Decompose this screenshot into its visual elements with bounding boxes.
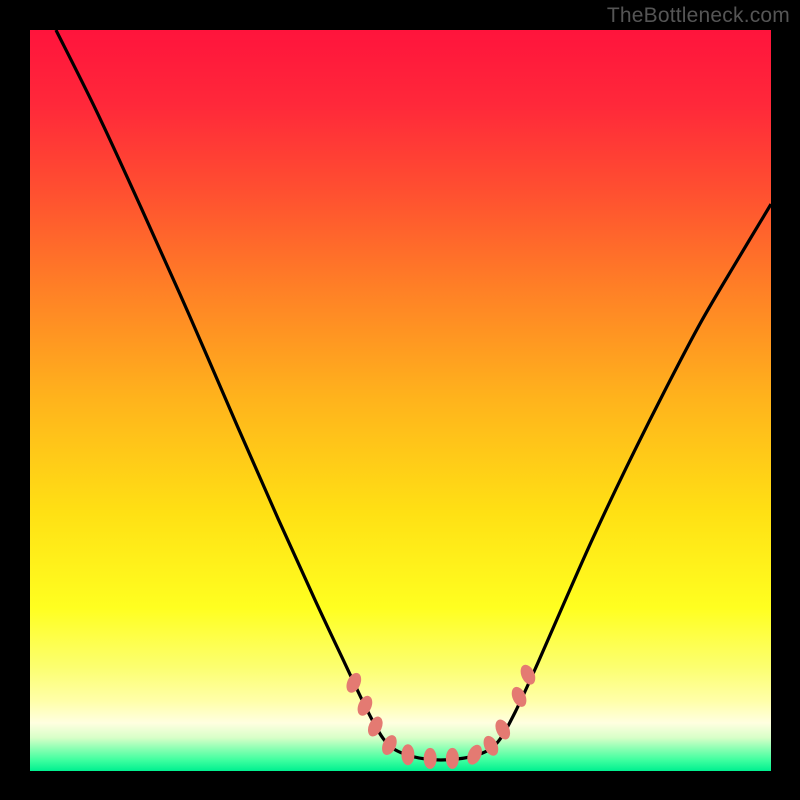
bottleneck-curve-chart xyxy=(30,30,771,771)
plot-area xyxy=(30,30,771,771)
curve-marker xyxy=(402,745,414,765)
curve-marker xyxy=(446,748,458,768)
chart-frame: TheBottleneck.com xyxy=(0,0,800,800)
watermark-text: TheBottleneck.com xyxy=(607,4,790,28)
curve-marker xyxy=(424,748,436,768)
